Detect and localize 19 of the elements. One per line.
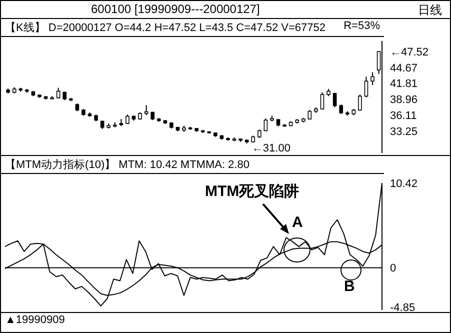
annotation: MTM死叉陷阱 <box>205 182 300 201</box>
annotation: A <box>292 214 303 231</box>
text: 日线 <box>418 2 442 17</box>
y-tick-label: ←47.52 <box>390 46 429 58</box>
annotation: B <box>344 278 355 295</box>
y-tick-label: 36.11 <box>390 110 417 122</box>
y-tick-label: 0 <box>390 262 396 275</box>
y-tick-label: 38.96 <box>390 94 418 106</box>
y-tick-label: 41.81 <box>390 78 418 90</box>
y-tick-label: 33.25 <box>390 126 418 138</box>
text: R=53% <box>344 20 380 34</box>
chart-title: 600100 [19990909---20000127] <box>91 2 260 17</box>
text: ▲19990909 <box>5 314 65 326</box>
y-tick-label: 44.67 <box>390 62 418 74</box>
chart-title: 【MTM动力指标(10)】 MTM: 10.42 MTMMA: 2.80 <box>1 156 384 174</box>
y-tick-label: 10.42 <box>390 178 418 190</box>
text: 【K线】 D=20000127 O=44.2 H=47.52 L=43.5 C=47.52 V=67752 <box>5 20 326 35</box>
annotation: ←31.00 <box>252 142 290 154</box>
y-tick-label: -4.85 <box>390 302 416 314</box>
